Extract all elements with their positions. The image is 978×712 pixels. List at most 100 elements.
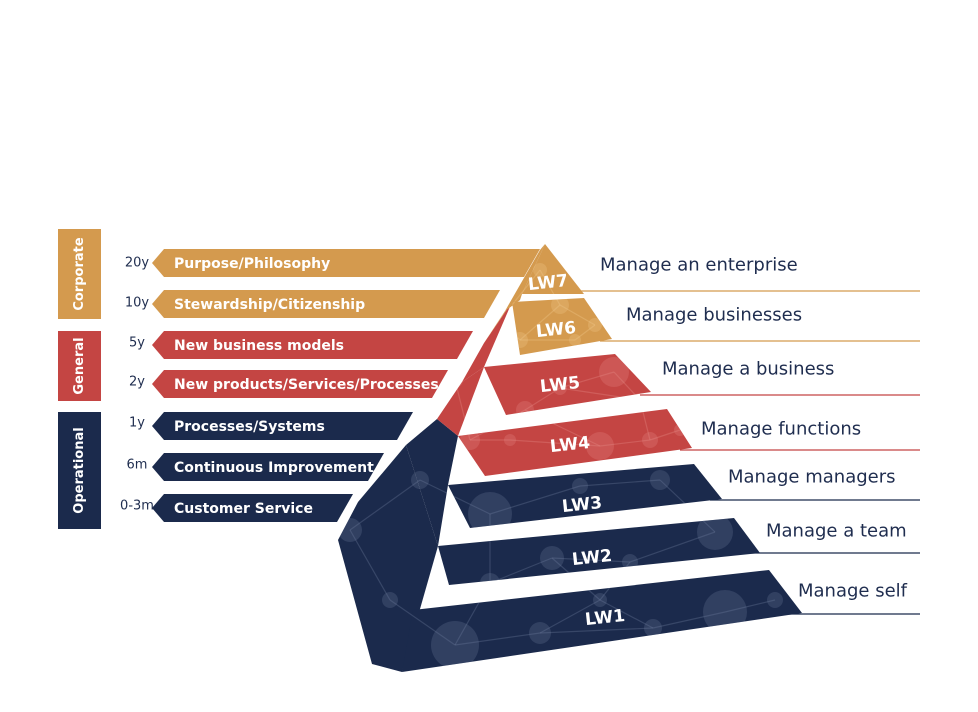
time-bar: Purpose/Philosophy 20y xyxy=(125,249,540,277)
network-node xyxy=(599,357,629,387)
network-edge xyxy=(389,599,456,646)
tier-label: Operational xyxy=(72,427,87,513)
network-edge xyxy=(519,304,561,341)
level-description-lw2: Manage a team xyxy=(748,521,920,554)
network-edge xyxy=(559,371,615,389)
level-description: Manage an enterprise xyxy=(600,255,798,276)
level-codes: LW7 LW6 LW5 LW4 LW3 LW2 LW1 xyxy=(527,271,626,630)
network-edge xyxy=(559,304,596,326)
level-code: LW7 xyxy=(527,271,569,295)
tier-box xyxy=(58,412,101,529)
network-node xyxy=(697,514,733,550)
time-bar: Stewardship/Citizenship 10y xyxy=(125,290,500,318)
level-description: Manage self xyxy=(798,581,908,602)
network-node xyxy=(533,263,547,277)
network-pattern xyxy=(338,470,783,669)
network-edge xyxy=(724,599,776,613)
level-code: LW4 xyxy=(549,433,591,457)
level-description-lw4: Manage functions xyxy=(680,419,920,451)
network-edge xyxy=(349,479,421,531)
network-node xyxy=(642,432,658,448)
network-node xyxy=(551,296,569,314)
pyramid-wall xyxy=(462,302,512,382)
bar-shape xyxy=(152,290,500,318)
time-horizon: 0-3m xyxy=(120,499,154,514)
pyramid-level-lw2 xyxy=(438,518,760,585)
tier-labels: Corporate General Operational xyxy=(58,229,101,529)
network-node xyxy=(504,434,516,446)
time-horizon: 10y xyxy=(125,296,150,311)
level-description-lw3: Manage managers xyxy=(710,467,920,501)
network-edge xyxy=(574,324,596,341)
network-edge xyxy=(509,439,601,447)
network-node xyxy=(411,471,429,489)
network-node xyxy=(588,318,602,332)
level-description-lw1: Manage self xyxy=(785,581,920,615)
level-description: Manage functions xyxy=(701,419,861,440)
level-code: LW1 xyxy=(584,606,626,630)
level-descriptions: Manage an enterprise Manage businesses Man… xyxy=(570,255,920,615)
bar-shape xyxy=(152,494,353,522)
time-horizon: 20y xyxy=(125,256,150,271)
time-horizon-bars: Purpose/Philosophy 20y Stewardship/Citizen… xyxy=(120,249,540,522)
network-node xyxy=(650,470,670,490)
tier-label: Corporate xyxy=(72,237,87,311)
network-node xyxy=(622,554,638,570)
network-edge xyxy=(599,599,654,629)
bar-label: New business models xyxy=(174,338,344,354)
network-node xyxy=(540,546,564,570)
network-node xyxy=(586,432,614,460)
network-node xyxy=(674,424,686,436)
network-edge xyxy=(539,599,601,634)
pyramid-level-lw6 xyxy=(512,298,612,355)
network-node xyxy=(644,619,662,637)
network-node xyxy=(447,372,463,388)
time-bar: Processes/Systems 1y xyxy=(129,412,413,440)
pyramid-level-lw4 xyxy=(458,409,692,476)
time-bar: Continuous Improvement 6m xyxy=(127,453,384,481)
bar-shape xyxy=(152,370,448,398)
level-code: LW6 xyxy=(535,318,577,342)
level-code: LW2 xyxy=(571,546,613,570)
pyramid-level-lw1 xyxy=(402,570,802,672)
network-node xyxy=(338,518,362,542)
network-edge xyxy=(599,439,651,447)
network-edge xyxy=(349,529,391,601)
pyramid-wall xyxy=(437,367,484,436)
level-description-lw7: Manage an enterprise xyxy=(570,255,920,292)
time-horizon: 5y xyxy=(129,336,145,351)
network-node xyxy=(553,381,567,395)
network-edge xyxy=(419,479,491,515)
network-node xyxy=(516,401,534,419)
bar-shape xyxy=(152,453,384,481)
network-node xyxy=(767,592,783,608)
bar-shape xyxy=(152,249,540,277)
level-description: Manage a business xyxy=(662,359,834,380)
pyramid-level-lw5 xyxy=(484,354,651,415)
level-description-lw6: Manage businesses xyxy=(600,305,920,342)
network-node xyxy=(512,332,528,348)
network-edge xyxy=(629,531,716,563)
tier-label: General xyxy=(72,337,87,394)
bar-label: Stewardship/Citizenship xyxy=(174,297,365,313)
pyramid-wall xyxy=(406,419,458,546)
bar-label: Purpose/Philosophy xyxy=(174,256,330,272)
bar-label: Processes/Systems xyxy=(174,419,325,435)
time-horizon: 6m xyxy=(127,458,148,473)
level-description: Manage managers xyxy=(728,467,896,488)
network-edge xyxy=(489,557,553,584)
time-horizon: 1y xyxy=(129,416,145,431)
network-node xyxy=(468,492,512,536)
network-node xyxy=(431,621,479,669)
tier-box xyxy=(58,229,101,319)
network-node xyxy=(480,573,500,593)
network-edge xyxy=(489,485,581,515)
network-edge xyxy=(454,632,541,646)
pyramid xyxy=(338,244,802,672)
network-node xyxy=(529,622,551,644)
network-edge xyxy=(524,387,561,411)
network-node xyxy=(703,590,747,634)
network-edge xyxy=(551,557,631,563)
pyramid-level-lw3 xyxy=(448,464,722,528)
